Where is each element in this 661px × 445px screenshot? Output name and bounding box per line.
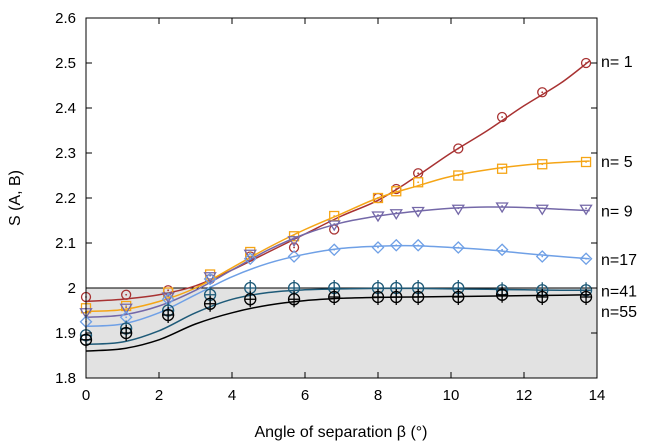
x-tick-label: 4: [228, 387, 236, 404]
series-n5: n= 5: [80, 154, 633, 314]
series-label: n= 1: [601, 54, 633, 71]
series-n17: n=17: [79, 238, 637, 329]
y-tick-label: 1.9: [55, 325, 76, 342]
data-point: [119, 303, 133, 315]
data-point: [451, 241, 465, 254]
series-label: n=41: [601, 283, 637, 300]
data-point: [371, 241, 385, 254]
data-point: [120, 325, 133, 341]
y-tick-label: 2.1: [55, 235, 76, 252]
x-tick-label: 0: [82, 387, 90, 404]
data-point: [287, 250, 301, 263]
data-point: [203, 295, 217, 312]
x-tick-label: 6: [301, 387, 309, 404]
data-point: [412, 177, 424, 188]
data-point: [579, 289, 593, 305]
series-line: [85, 287, 590, 346]
data-point: [495, 202, 509, 214]
data-point: [452, 289, 465, 305]
y-tick-label: 2.5: [55, 55, 76, 72]
data-point: [495, 286, 509, 303]
y-tick-label: 1.8: [55, 370, 76, 387]
series-line: [85, 294, 590, 352]
data-point: [535, 204, 549, 216]
y-tick-label: 2.3: [55, 145, 76, 162]
data-point: [579, 252, 593, 266]
x-tick-label: 14: [589, 387, 606, 404]
y-axis-label: S (A, B): [7, 170, 24, 226]
data-point: [327, 220, 341, 232]
data-point: [496, 163, 508, 174]
shaded-region: [85, 287, 598, 379]
y-tick-label: 2.6: [55, 10, 76, 27]
series-line: [85, 244, 590, 328]
y-tick-label: 2.4: [55, 100, 76, 117]
data-point: [495, 243, 509, 257]
series-line: [85, 160, 590, 313]
series-label: n=17: [601, 252, 637, 269]
data-point: [411, 206, 425, 218]
data-point: [288, 242, 300, 253]
data-point: [411, 289, 425, 305]
data-point: [537, 159, 548, 170]
series-line: [85, 206, 590, 319]
series-label: n=55: [601, 304, 637, 321]
data-point: [535, 250, 549, 263]
data-point: [371, 211, 385, 223]
x-tick-label: 10: [443, 387, 460, 404]
y-tick-label: 2.2: [55, 190, 76, 207]
data-point: [537, 87, 548, 98]
data-point: [391, 186, 402, 197]
series-label: n= 5: [601, 154, 633, 171]
data-point: [453, 170, 464, 181]
series-label: n= 9: [601, 204, 633, 221]
data-point: [243, 252, 257, 266]
data-point: [161, 307, 175, 323]
data-point: [287, 236, 301, 247]
x-tick-label: 8: [374, 387, 382, 404]
data-point: [451, 204, 465, 216]
data-point: [328, 289, 341, 305]
data-point: [371, 289, 385, 305]
data-point: [389, 209, 403, 220]
data-point: [203, 272, 217, 286]
data-point: [327, 243, 341, 257]
data-point: [496, 111, 508, 123]
data-point: [244, 291, 257, 308]
x-tick-label: 2: [155, 387, 163, 404]
x-tick-label: 12: [516, 387, 533, 404]
data-point: [121, 289, 132, 300]
reference-region: [85, 287, 598, 379]
data-point: [453, 143, 464, 154]
data-point: [389, 238, 403, 252]
y-tick-label: 2: [68, 280, 76, 297]
data-point: [287, 291, 301, 308]
data-point: [579, 204, 593, 216]
axes: 0 2 4 6 8 10 12 14 1.8 1.9 2 2.1 2.2 2.3 2.4 2.5 2.6: [55, 10, 605, 404]
data-point: [372, 192, 384, 204]
x-axis-label: Angle of separation β (°): [254, 424, 427, 441]
data-point: [580, 57, 592, 69]
data-point: [580, 156, 592, 168]
series-n9: n= 9: [79, 202, 633, 319]
data-point: [411, 238, 425, 252]
data-point: [536, 289, 549, 305]
data-point: [390, 289, 403, 305]
series-group: n= 1 n= 5 n= 9 n=17 n=41 n=55: [79, 54, 637, 352]
